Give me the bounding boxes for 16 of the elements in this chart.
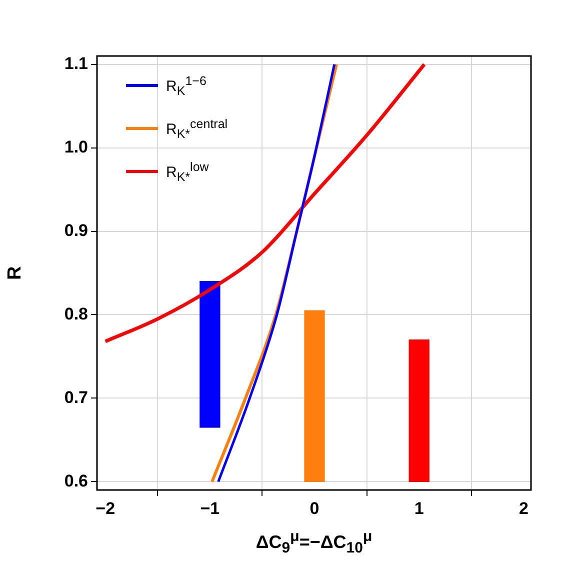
x-tick-label: 1 [414,498,424,518]
x-tick-label: −2 [96,498,116,518]
x-tick-label: 0 [310,498,320,518]
y-tick-label: 0.9 [64,220,88,240]
bar [304,310,325,482]
line-series [104,62,426,344]
x-tick-label: −1 [200,498,220,518]
y-tick-label: 0.8 [64,304,88,324]
y-tick-label: 0.6 [64,471,88,490]
y-tick-label: 1.0 [64,137,88,156]
y-tick-label: 1.1 [64,54,88,74]
bar [408,339,430,482]
y-tick-label: 0.7 [64,388,88,407]
bar [200,281,220,428]
x-tick-label: 2 [518,498,528,518]
y-axis-title: R [4,266,26,280]
